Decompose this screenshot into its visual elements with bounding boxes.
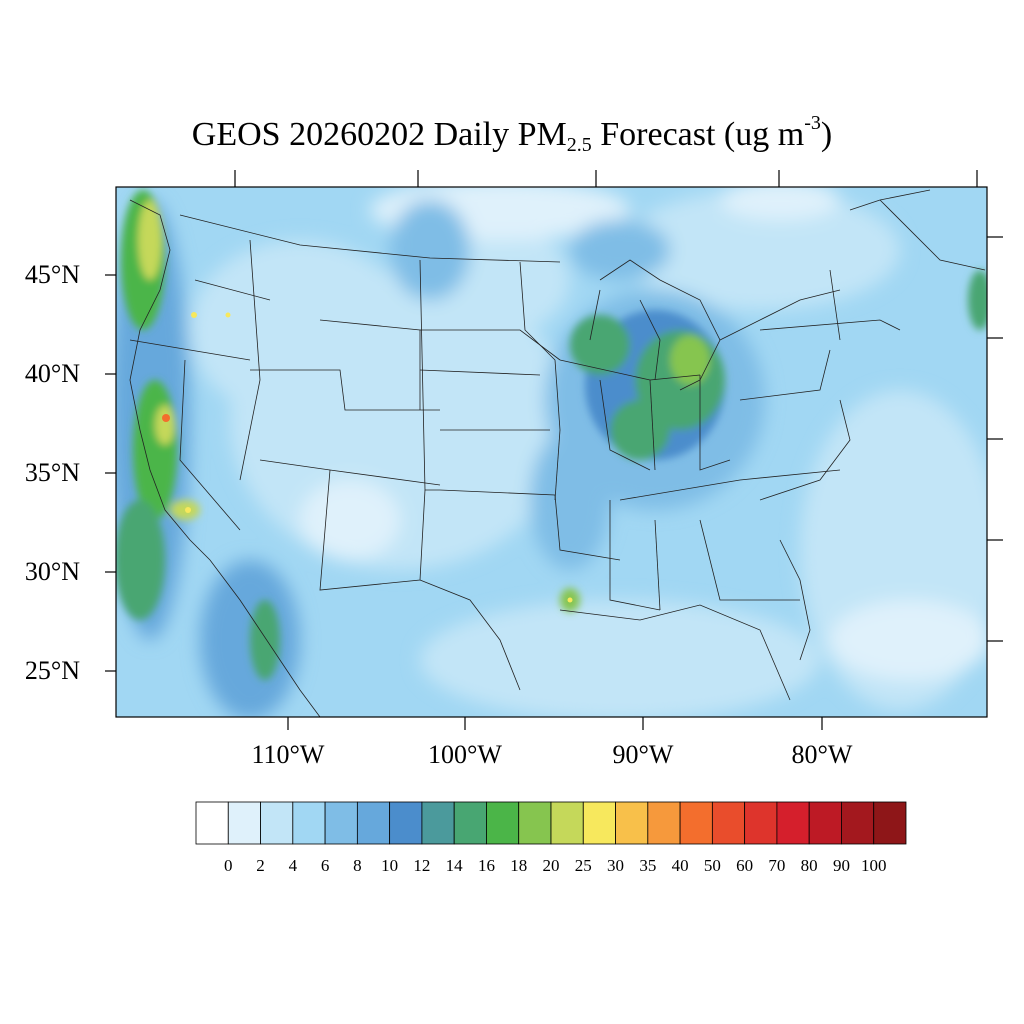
colorbar-swatch — [453, 801, 487, 845]
lon-label-80w: 80°W — [791, 740, 853, 769]
colorbar-swatch — [356, 801, 391, 845]
colorbar-swatch — [389, 801, 423, 845]
colorbar-label: 0 — [224, 856, 233, 875]
colorbar — [195, 801, 907, 845]
colorbar-swatch — [647, 801, 681, 845]
colorbar-swatch — [679, 801, 713, 845]
colorbar-swatch — [615, 801, 649, 845]
colorbar-swatch — [292, 801, 326, 845]
colorbar-swatch — [421, 801, 455, 845]
colorbar-label: 70 — [768, 856, 786, 875]
lat-label-45: 45°N — [24, 260, 80, 289]
colorbar-swatch — [195, 801, 229, 845]
lat-label-40: 40°N — [24, 359, 80, 388]
colorbar-swatch — [873, 801, 907, 845]
colorbar-swatch — [324, 801, 358, 845]
colorbar-label: 90 — [832, 856, 850, 875]
colorbar-label: 50 — [703, 856, 721, 875]
colorbar-label: 40 — [671, 856, 689, 875]
colorbar-label: 20 — [542, 856, 560, 875]
axis-ticks — [105, 170, 1003, 730]
colorbar-swatch — [582, 801, 616, 845]
colorbar-label: 14 — [445, 856, 463, 875]
colorbar-swatch — [260, 801, 294, 845]
lat-label-30: 30°N — [24, 557, 80, 586]
colorbar-label: 12 — [413, 856, 431, 875]
colorbar-swatch — [227, 801, 261, 845]
lat-label-35: 35°N — [24, 458, 80, 487]
colorbar-label: 8 — [353, 856, 362, 875]
colorbar-label: 80 — [800, 856, 818, 875]
map-title: GEOS 20260202 Daily PM2.5 Forecast (ug m… — [191, 112, 833, 156]
colorbar-label: 4 — [288, 856, 298, 875]
lat-label-25: 25°N — [24, 656, 80, 685]
map-frame — [115, 186, 988, 718]
colorbar-label: 25 — [574, 856, 592, 875]
colorbar-swatch — [744, 801, 778, 845]
lon-label-110w: 110°W — [251, 740, 325, 769]
colorbar-label: 35 — [639, 856, 657, 875]
lon-label-100w: 100°W — [428, 740, 502, 769]
colorbar-swatch — [486, 801, 520, 845]
colorbar-label: 30 — [607, 856, 625, 875]
lon-label-90w: 90°W — [612, 740, 674, 769]
colorbar-label: 16 — [477, 856, 495, 875]
colorbar-label: 100 — [860, 856, 887, 875]
colorbar-swatch — [808, 801, 842, 845]
colorbar-label: 60 — [736, 856, 754, 875]
concentration-field — [116, 187, 987, 717]
colorbar-swatch — [841, 801, 875, 845]
colorbar-label: 10 — [381, 856, 399, 875]
colorbar-swatch — [550, 801, 584, 845]
colorbar-swatch — [518, 801, 552, 845]
colorbar-swatch — [711, 801, 746, 845]
colorbar-label: 18 — [510, 856, 528, 875]
boundaries — [129, 189, 986, 717]
colorbar-label: 2 — [256, 856, 265, 875]
colorbar-label: 6 — [320, 856, 330, 875]
colorbar-swatch — [776, 801, 810, 845]
